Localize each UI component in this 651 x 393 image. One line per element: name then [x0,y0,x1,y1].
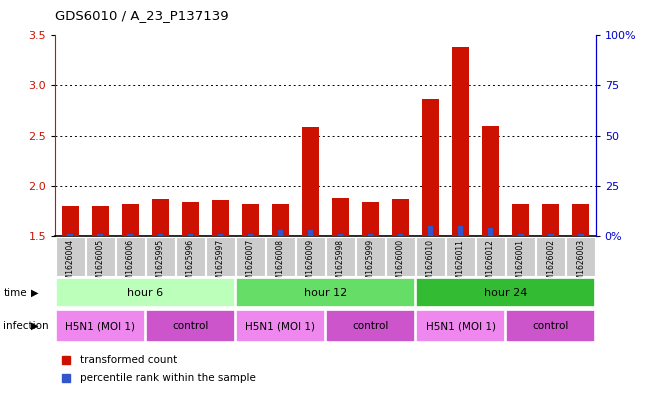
Bar [428,226,434,236]
Text: H5N1 (MOI 1): H5N1 (MOI 1) [245,321,316,331]
FancyBboxPatch shape [386,237,415,276]
Text: GDS6010 / A_23_P137139: GDS6010 / A_23_P137139 [55,9,229,22]
Text: GSM1626002: GSM1626002 [546,239,555,290]
Bar [212,200,229,236]
Bar [302,127,319,236]
FancyBboxPatch shape [56,237,85,276]
FancyBboxPatch shape [506,310,595,342]
FancyBboxPatch shape [86,237,115,276]
Bar [542,204,559,236]
FancyBboxPatch shape [56,278,235,307]
Text: GSM1625999: GSM1625999 [366,239,375,290]
Bar [512,204,529,236]
Bar [393,199,409,236]
Bar [398,234,404,236]
Bar [452,48,469,236]
Text: hour 6: hour 6 [128,288,163,298]
Bar [152,199,169,236]
Text: GSM1625997: GSM1625997 [216,239,225,290]
Bar [182,202,199,236]
Bar [308,230,313,236]
Bar [368,234,374,236]
Text: ▶: ▶ [31,288,39,298]
Text: transformed count: transformed count [79,355,177,365]
Text: H5N1 (MOI 1): H5N1 (MOI 1) [65,321,135,331]
FancyBboxPatch shape [356,237,385,276]
Bar [158,234,163,236]
Bar [68,234,73,236]
Bar [98,234,104,236]
Text: infection: infection [3,321,49,331]
Text: GSM1626011: GSM1626011 [456,239,465,290]
Text: control: control [533,321,569,331]
Text: control: control [173,321,208,331]
Text: H5N1 (MOI 1): H5N1 (MOI 1) [426,321,495,331]
FancyBboxPatch shape [206,237,235,276]
Bar [518,234,523,236]
Bar [242,204,258,236]
FancyBboxPatch shape [236,237,265,276]
Text: time: time [3,288,27,298]
FancyBboxPatch shape [446,237,475,276]
Bar [458,226,464,236]
FancyBboxPatch shape [416,278,595,307]
FancyBboxPatch shape [176,237,205,276]
FancyBboxPatch shape [236,310,325,342]
FancyBboxPatch shape [146,237,175,276]
FancyBboxPatch shape [146,310,235,342]
Bar [247,234,253,236]
Bar [572,204,589,236]
FancyBboxPatch shape [266,237,295,276]
Text: GSM1625995: GSM1625995 [156,239,165,290]
Bar [332,198,349,236]
FancyBboxPatch shape [326,310,415,342]
FancyBboxPatch shape [566,237,595,276]
FancyBboxPatch shape [416,237,445,276]
Bar [482,125,499,236]
Text: GSM1626005: GSM1626005 [96,239,105,290]
Bar [547,234,553,236]
Bar [92,206,109,236]
Bar [277,230,283,236]
Text: GSM1626001: GSM1626001 [516,239,525,290]
Text: GSM1626000: GSM1626000 [396,239,405,290]
Bar [578,234,583,236]
Text: percentile rank within the sample: percentile rank within the sample [79,373,256,383]
Text: GSM1626006: GSM1626006 [126,239,135,290]
FancyBboxPatch shape [296,237,325,276]
FancyBboxPatch shape [326,237,355,276]
FancyBboxPatch shape [416,310,505,342]
FancyBboxPatch shape [476,237,505,276]
Bar [128,234,133,236]
Bar [362,202,379,236]
FancyBboxPatch shape [506,237,535,276]
Text: GSM1626003: GSM1626003 [576,239,585,290]
FancyBboxPatch shape [236,278,415,307]
Bar [488,228,493,236]
Text: GSM1626004: GSM1626004 [66,239,75,290]
Text: GSM1626012: GSM1626012 [486,239,495,290]
Bar [122,204,139,236]
Bar [272,204,289,236]
Bar [338,234,343,236]
Text: GSM1626009: GSM1626009 [306,239,315,290]
Text: GSM1625998: GSM1625998 [336,239,345,290]
Bar [217,234,223,236]
FancyBboxPatch shape [56,310,145,342]
Text: GSM1626010: GSM1626010 [426,239,435,290]
Text: ▶: ▶ [31,321,39,331]
Text: control: control [352,321,389,331]
Bar [422,99,439,236]
Bar [187,234,193,236]
Text: hour 12: hour 12 [304,288,347,298]
FancyBboxPatch shape [116,237,145,276]
Text: GSM1625996: GSM1625996 [186,239,195,290]
Text: GSM1626007: GSM1626007 [246,239,255,290]
Bar [62,206,79,236]
Text: GSM1626008: GSM1626008 [276,239,285,290]
Text: hour 24: hour 24 [484,288,527,298]
FancyBboxPatch shape [536,237,565,276]
